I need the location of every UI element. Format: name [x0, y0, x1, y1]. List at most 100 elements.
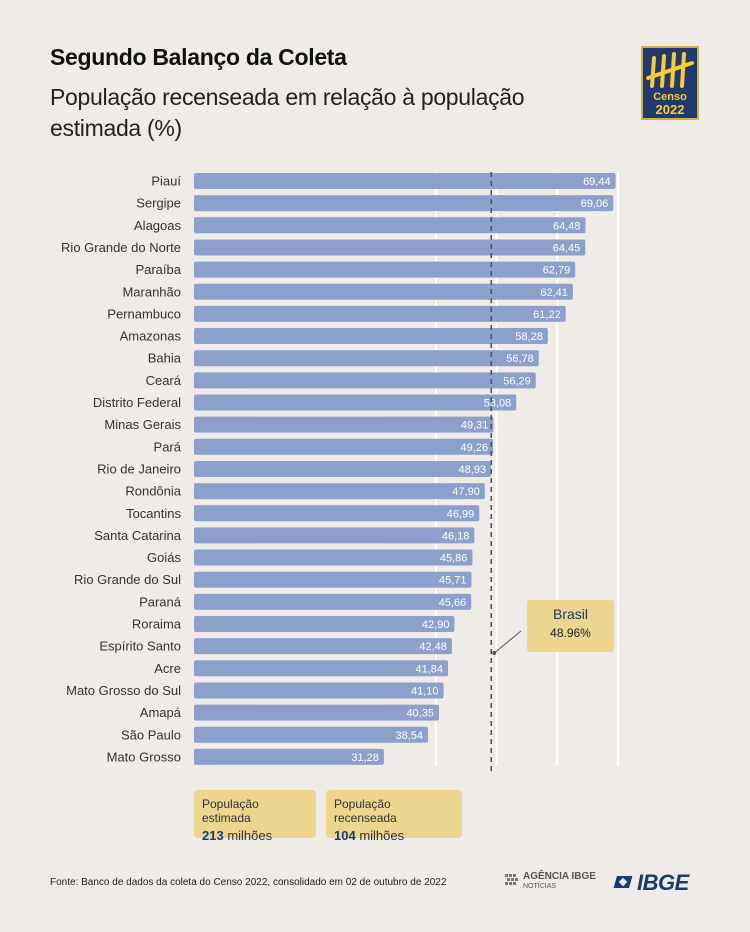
bar — [194, 217, 586, 234]
ibge-logo-text: IBGE — [637, 870, 689, 895]
bar — [194, 527, 475, 544]
value-label: 69,44 — [583, 176, 611, 188]
bar — [194, 460, 492, 477]
bar — [194, 483, 485, 500]
category-label: Rio de Janeiro — [97, 461, 181, 476]
value-label: 41,84 — [415, 663, 443, 675]
bar — [194, 372, 536, 389]
value-label: 56,29 — [503, 375, 531, 387]
agencia-text: AGÊNCIA IBGE — [523, 871, 596, 882]
bar — [194, 261, 576, 278]
value-label: 47,90 — [452, 486, 480, 498]
bar — [194, 416, 494, 433]
agencia-subtext: NOTÍCIAS — [523, 883, 557, 890]
category-label: Bahia — [148, 351, 182, 366]
bar-chart: Piauí 69,44 Sergipe 69,06 Alagoas 64,48 Rio Gr… — [61, 172, 619, 772]
brasil-callout-value: 48.96% — [550, 626, 591, 640]
bar — [194, 505, 480, 522]
category-label: Minas Gerais — [104, 417, 181, 432]
value-label: 45,71 — [439, 575, 467, 587]
bar — [194, 726, 428, 743]
category-label: Piauí — [151, 174, 181, 189]
value-label: 62,41 — [540, 287, 568, 299]
counted-population-unit: milhões — [359, 828, 405, 843]
callout-connector — [493, 630, 522, 654]
value-label: 46,18 — [442, 530, 470, 542]
value-label: 31,28 — [351, 752, 379, 764]
category-label: Distrito Federal — [93, 395, 181, 410]
bar — [194, 549, 473, 566]
value-label: 46,99 — [447, 508, 475, 520]
bar — [194, 195, 614, 212]
value-label: 53,08 — [484, 398, 512, 410]
bar — [194, 571, 472, 588]
category-label: Santa Catarina — [94, 528, 181, 543]
category-label: São Paulo — [121, 727, 181, 742]
bar — [194, 660, 449, 677]
value-label: 40,35 — [406, 708, 434, 720]
bar — [194, 593, 472, 610]
bar — [194, 438, 494, 455]
bar — [194, 682, 444, 699]
bar — [194, 394, 517, 411]
category-label: Paraíba — [135, 262, 181, 277]
logo-text-year: 2022 — [655, 102, 685, 117]
agencia-ibge-logo: AGÊNCIA IBGE NOTÍCIAS — [505, 872, 596, 892]
value-label: 56,78 — [506, 353, 534, 365]
bar — [194, 239, 586, 256]
agencia-mark-icon — [505, 874, 518, 885]
value-label: 49,26 — [461, 442, 489, 454]
category-label: Roraima — [132, 617, 182, 632]
value-label: 41,10 — [411, 685, 439, 697]
bar — [194, 328, 548, 345]
value-label: 42,90 — [422, 619, 450, 631]
callout-connector-dot — [492, 651, 497, 655]
category-label: Goiás — [147, 550, 181, 565]
bar — [194, 616, 455, 632]
bar — [194, 305, 566, 322]
bar — [194, 173, 616, 189]
value-label: 45,66 — [439, 597, 467, 609]
counted-population-box: População recenseada 104 milhões — [326, 790, 462, 843]
category-label: Ceará — [146, 373, 182, 388]
estimated-population-unit: milhões — [227, 828, 273, 843]
source-note: Fonte: Banco de dados da coleta do Censo… — [50, 877, 447, 888]
brasil-callout-label: Brasil — [552, 606, 588, 622]
category-label: Mato Grosso — [107, 749, 181, 764]
value-label: 62,79 — [543, 265, 571, 277]
category-label: Acre — [154, 661, 181, 676]
censo-2022-logo: Censo 2022 — [641, 46, 699, 120]
category-label: Maranhão — [122, 284, 181, 299]
category-label: Tocantins — [126, 506, 181, 521]
category-label: Rio Grande do Norte — [61, 240, 181, 255]
category-label: Pará — [154, 439, 182, 454]
bar — [194, 350, 539, 367]
value-label: 69,06 — [581, 198, 609, 210]
value-label: 49,31 — [461, 420, 489, 432]
bar — [194, 283, 573, 300]
value-label: 58,28 — [515, 331, 543, 343]
value-label: 42,48 — [419, 641, 447, 653]
value-label: 48,93 — [459, 464, 487, 476]
chart-subtitle: População recenseada em relação à popula… — [50, 84, 525, 141]
bar — [194, 638, 452, 655]
category-label: Rondônia — [125, 484, 181, 499]
category-label: Mato Grosso do Sul — [66, 683, 181, 698]
counted-population-value: 104 — [334, 828, 356, 843]
value-label: 64,48 — [553, 220, 581, 232]
category-label: Espírito Santo — [99, 639, 181, 654]
estimated-population-box: População estimada 213 milhões — [194, 790, 316, 843]
bar — [194, 704, 439, 721]
bar — [194, 748, 384, 765]
logo-text-censo: Censo — [653, 91, 687, 103]
ibge-mark-icon — [613, 876, 633, 888]
category-label: Amazonas — [120, 329, 182, 344]
category-label: Sergipe — [136, 196, 181, 211]
value-label: 45,86 — [440, 553, 468, 565]
category-label: Pernambuco — [107, 306, 181, 321]
category-label: Alagoas — [134, 218, 181, 233]
chart-title: Segundo Balanço da Coleta — [50, 44, 347, 70]
value-label: 61,22 — [533, 309, 561, 321]
category-label: Rio Grande do Sul — [74, 572, 181, 587]
category-label: Amapá — [140, 705, 182, 720]
